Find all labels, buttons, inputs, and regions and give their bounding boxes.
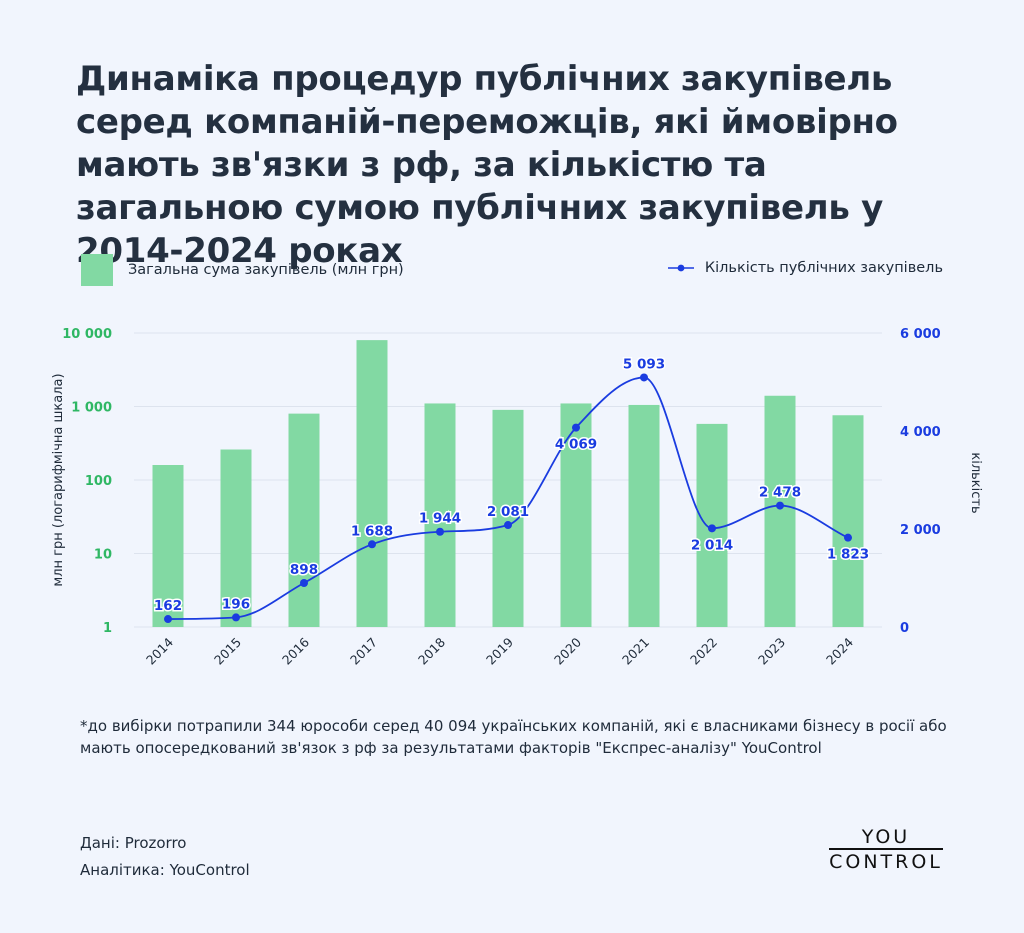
chart-title: Динаміка процедур публічних закупівель с…: [76, 59, 898, 271]
count-point-2022: [708, 524, 716, 533]
x-tick-label: 2016: [279, 634, 312, 667]
right-tick-label: 0: [900, 621, 909, 636]
x-tick-label: 2021: [619, 635, 652, 668]
right-tick-label: 4 000: [900, 425, 941, 440]
x-tick-label: 2017: [347, 635, 380, 668]
bar-2021: [628, 404, 660, 627]
logo-line1: YOU: [861, 826, 911, 848]
bar-2014: [152, 464, 184, 627]
count-data-label: 1 944: [419, 511, 461, 527]
count-point-2023: [776, 501, 784, 510]
count-point-2020: [572, 423, 580, 432]
bar-2023: [764, 395, 796, 627]
analytics-source: Аналітика: YouControl: [80, 861, 250, 879]
count-point-2016: [300, 578, 308, 587]
left-tick-label: 10: [94, 548, 112, 563]
count-data-label: 1 688: [351, 523, 393, 539]
left-tick-label: 1: [103, 621, 112, 636]
count-point-2021: [640, 373, 648, 382]
x-tick-label: 2014: [143, 634, 176, 667]
x-tick-label: 2024: [823, 634, 856, 667]
x-tick-label: 2019: [483, 634, 516, 667]
combo-chart: 1 10 100 1 000 10 000 0 2 000 4 000 6 000 млн грн…: [51, 327, 983, 668]
bar-2024: [832, 415, 864, 627]
left-tick-label: 10 000: [62, 327, 112, 342]
count-point-2014: [164, 615, 172, 624]
count-point-2024: [844, 533, 852, 542]
count-data-label: 5 093: [623, 356, 665, 372]
count-point-2017: [368, 540, 376, 549]
x-tick-label: 2023: [755, 635, 788, 668]
right-tick-label: 2 000: [900, 523, 941, 538]
legend-line-marker-icon: [667, 264, 694, 272]
bar-2016: [288, 413, 320, 627]
data-source: Дані: Prozorro: [80, 834, 187, 852]
count-data-label: 1 823: [827, 547, 869, 563]
right-tick-label: 6 000: [900, 327, 941, 342]
count-data-label: 196: [222, 596, 250, 612]
legend-line: Кількість публічних закупівель: [667, 260, 943, 276]
footnote: *до вибірки потрапили 344 юрособи серед …: [80, 717, 947, 757]
left-tick-label: 100: [85, 474, 112, 489]
left-tick-label: 1 000: [71, 401, 112, 416]
count-point-2015: [232, 613, 240, 622]
youcontrol-logo: YOU CONTROL: [829, 826, 943, 873]
count-data-label: 2 014: [691, 537, 733, 553]
legend-bar-swatch: [81, 254, 113, 286]
legend-line-label: Кількість публічних закупівель: [704, 260, 943, 276]
x-tick-label: 2022: [687, 635, 720, 668]
bar-2018: [424, 403, 456, 627]
count-data-label: 4 069: [555, 437, 597, 453]
count-point-2018: [436, 527, 444, 536]
x-tick-label: 2015: [211, 635, 244, 668]
count-point-2019: [504, 521, 512, 530]
credits: Дані: Prozorro Аналітика: YouControl: [80, 830, 250, 884]
count-line: [167, 376, 849, 620]
count-data-label: 162: [154, 598, 182, 614]
count-data-label: 898: [290, 562, 318, 578]
bar-2017: [356, 340, 388, 627]
bar-2015: [220, 449, 252, 627]
count-data-label: 2 478: [759, 485, 801, 501]
x-tick-label: 2020: [551, 634, 584, 667]
right-axis-title: кількість: [968, 452, 983, 513]
legend-bars: Загальна сума закупівель (млн грн): [81, 254, 404, 286]
count-data-label: 2 081: [487, 504, 529, 520]
legend-bars-label: Загальна сума закупівель (млн грн): [128, 262, 404, 278]
logo-line2: CONTROL: [829, 848, 943, 873]
left-axis-title: млн грн (логарифмічна шкала): [51, 373, 66, 586]
x-tick-label: 2018: [415, 634, 448, 667]
